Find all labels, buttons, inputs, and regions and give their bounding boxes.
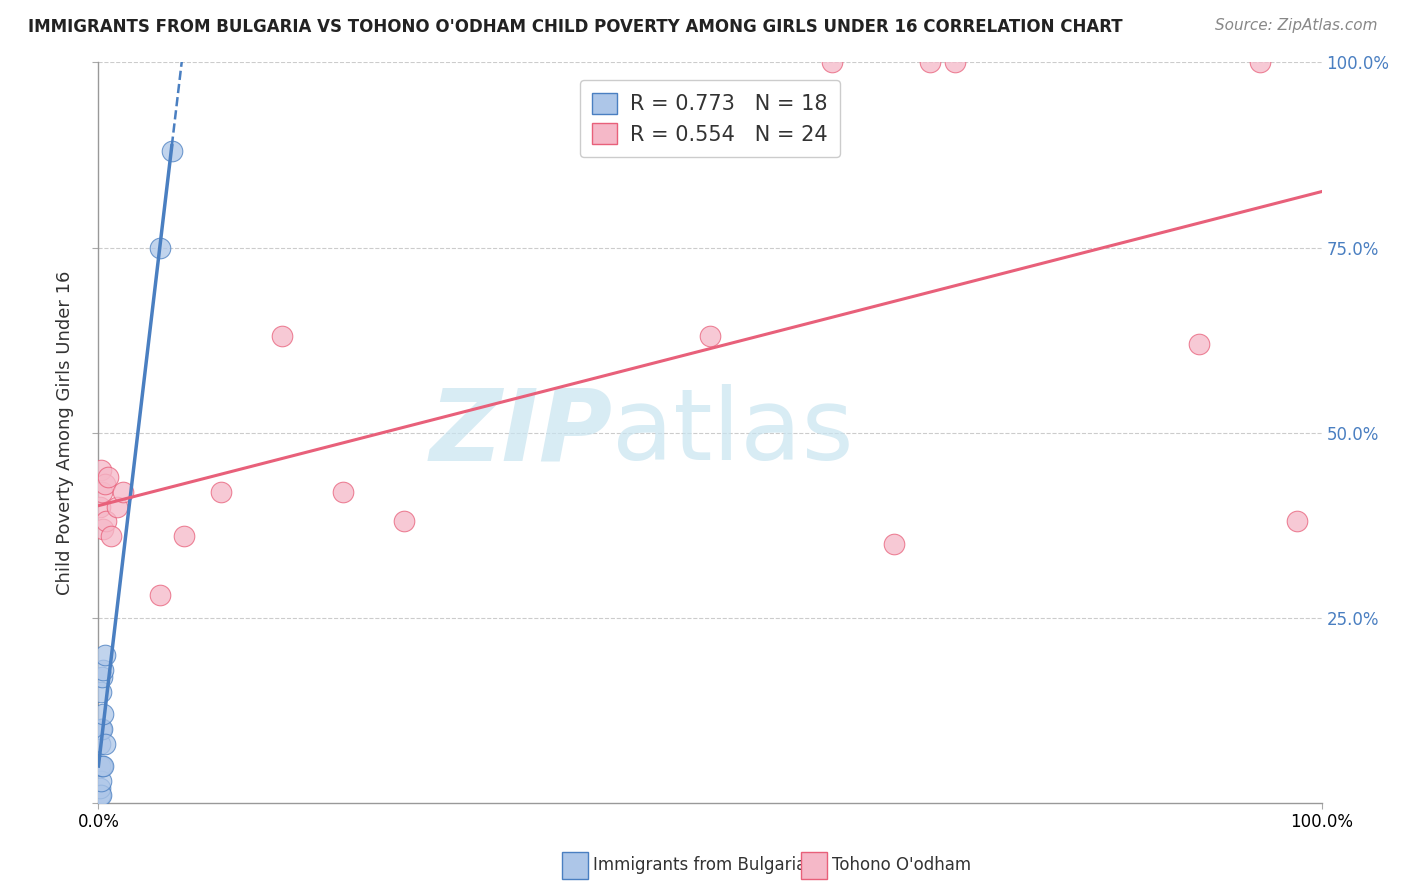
Point: [1286, 515, 1309, 529]
Point: [93, 737, 115, 751]
Legend: R = 0.773   N = 18, R = 0.554   N = 24: R = 0.773 N = 18, R = 0.554 N = 24: [579, 80, 841, 157]
Point: [1188, 336, 1211, 351]
Point: [173, 529, 195, 543]
Point: [392, 515, 416, 529]
Point: [94, 515, 117, 529]
Point: [91, 706, 114, 721]
Point: [160, 145, 183, 159]
Point: [100, 529, 122, 543]
Point: [699, 329, 721, 343]
Point: [1249, 55, 1271, 70]
Point: [821, 55, 844, 70]
Point: [89, 789, 111, 803]
Text: atlas: atlas: [612, 384, 853, 481]
Point: [149, 589, 172, 603]
Point: [89, 737, 111, 751]
Text: Immigrants from Bulgaria: Immigrants from Bulgaria: [593, 856, 807, 874]
Point: [90, 462, 112, 476]
Point: [90, 789, 112, 803]
Text: ZIP: ZIP: [429, 384, 612, 481]
Point: [270, 329, 294, 343]
Point: [93, 648, 115, 662]
Point: [91, 722, 114, 736]
Point: [89, 500, 111, 514]
Point: [920, 55, 942, 70]
Point: [90, 773, 112, 788]
Text: Tohono O'odham: Tohono O'odham: [832, 856, 972, 874]
Point: [149, 240, 172, 255]
Point: [93, 477, 115, 491]
Y-axis label: Child Poverty Among Girls Under 16: Child Poverty Among Girls Under 16: [56, 270, 75, 595]
Point: [91, 663, 114, 677]
Point: [91, 522, 114, 536]
Point: [111, 484, 134, 499]
Point: [89, 780, 111, 795]
Point: [91, 670, 114, 684]
Point: [91, 758, 114, 772]
Point: [90, 685, 112, 699]
Point: [89, 758, 111, 772]
Point: [883, 536, 905, 550]
Point: [91, 484, 114, 499]
Point: [943, 55, 966, 70]
Text: Source: ZipAtlas.com: Source: ZipAtlas.com: [1215, 18, 1378, 33]
Point: [332, 484, 354, 499]
Point: [90, 722, 112, 736]
Text: IMMIGRANTS FROM BULGARIA VS TOHONO O'ODHAM CHILD POVERTY AMONG GIRLS UNDER 16 CO: IMMIGRANTS FROM BULGARIA VS TOHONO O'ODH…: [28, 18, 1123, 36]
Point: [209, 484, 232, 499]
Point: [97, 470, 120, 484]
Point: [105, 500, 128, 514]
Point: [91, 758, 114, 772]
